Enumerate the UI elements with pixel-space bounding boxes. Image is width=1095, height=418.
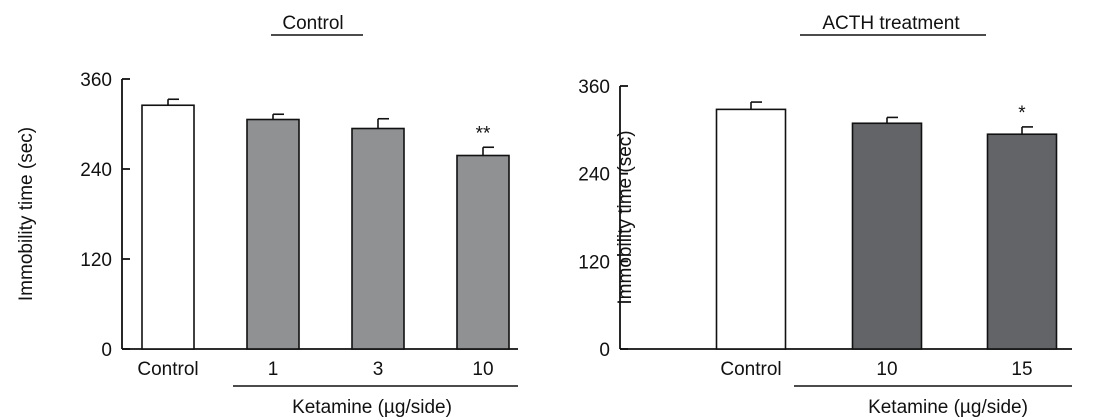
chart-title: ACTH treatment [822, 13, 960, 34]
significance-marker: ** [476, 123, 491, 144]
x-tick-label: Control [720, 359, 781, 380]
significance-marker: * [1018, 103, 1026, 124]
y-tick-label: 360 [578, 77, 610, 98]
bar [246, 118, 300, 350]
y-axis-label: Immobility time (sec) [16, 127, 37, 301]
y-tick-label: 0 [101, 340, 112, 361]
bar [715, 108, 787, 350]
y-tick-label: 240 [80, 160, 112, 181]
x-tick-label: 3 [373, 359, 384, 380]
y-tick-label: 240 [578, 165, 610, 186]
group-label: Ketamine (µg/side) [868, 397, 1028, 418]
bar [456, 154, 510, 350]
chart-title: Control [282, 13, 343, 34]
bar [851, 122, 923, 350]
group-label: Ketamine (µg/side) [292, 397, 452, 418]
y-tick-label: 0 [599, 340, 610, 361]
x-tick-label: 10 [876, 359, 897, 380]
x-tick-label: 15 [1011, 359, 1032, 380]
bar [351, 127, 405, 350]
x-tick-label: Control [137, 359, 198, 380]
bar [986, 133, 1058, 350]
y-tick-label: 120 [80, 250, 112, 271]
x-tick-label: 1 [268, 359, 279, 380]
bar [141, 104, 195, 350]
x-tick-label: 10 [472, 359, 493, 380]
panel-acth-treatment: ACTH treatment 0 120 240 360 Immobility time … [578, 13, 1072, 418]
y-tick-label: 120 [578, 252, 610, 273]
y-tick-label: 360 [80, 70, 112, 91]
panel-control: Control 0 120 240 360 Immobility time (sec) Co… [16, 13, 518, 418]
y-axis-label: Immobility time (sec) [615, 130, 636, 304]
